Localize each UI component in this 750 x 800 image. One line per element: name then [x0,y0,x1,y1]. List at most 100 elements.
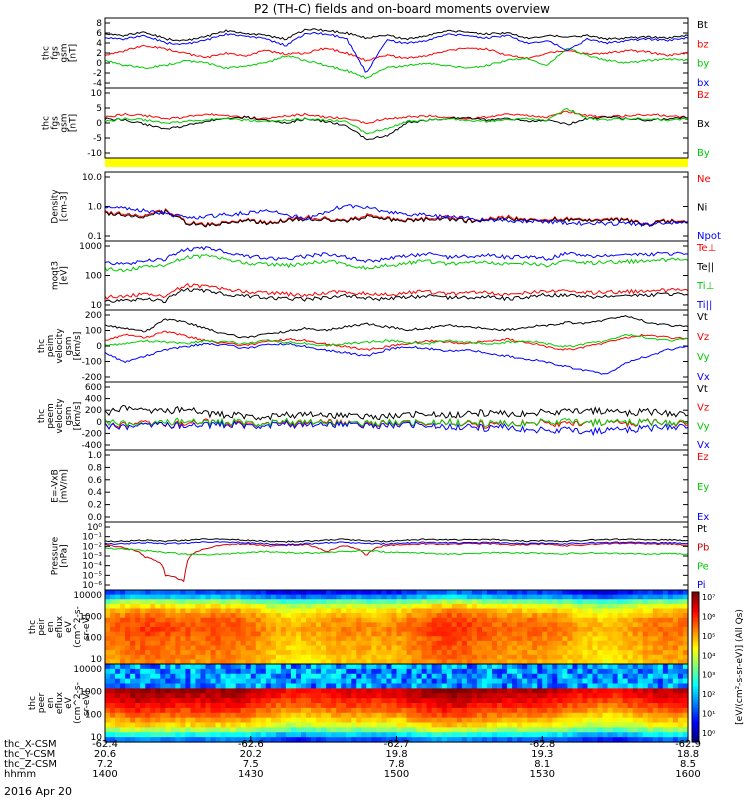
spectrogram-cell [416,683,423,689]
spectrogram-cell [336,627,342,633]
spectrogram-cell [235,631,242,637]
spectrogram-cell [411,683,418,689]
spectrogram-cell [321,712,327,719]
spectrogram-cell [285,693,292,699]
spectrogram-cell [552,650,558,656]
spectrogram-cell [406,688,413,694]
spectrogram-cell [537,722,543,728]
spectrogram-cell [652,727,659,733]
spectrogram-cell [155,732,161,738]
spectrogram-cell [481,712,488,719]
spectrogram-cell [130,640,136,647]
spectrogram-cell [140,617,146,623]
spectrogram-cell [441,712,448,719]
spectrogram-cell [622,590,629,596]
x-row-label: thc_X-CSM [4,739,57,750]
spectrogram-cell [270,631,277,637]
x-tick-value: -62.6 [238,739,264,750]
spectrogram-cell [361,613,367,619]
spectrogram-cell [165,590,171,596]
spectrogram-cell [471,636,478,642]
spectrogram-cell [637,613,644,619]
spectrogram-cell [642,645,649,651]
spectrogram-cell [225,678,232,685]
spectrogram-cell [682,594,689,600]
spectrogram-cell [396,712,403,719]
spectrogram-cell [411,732,418,738]
spectrogram-cell [140,659,146,665]
spectrogram-cell [507,712,513,719]
x-tick-value: 1530 [530,769,555,780]
spectrogram-cell [657,668,664,675]
spectrogram-cell [672,712,679,719]
spectrogram-cell [466,732,473,738]
spectrogram-cell [190,599,197,605]
spectrogram-cell [537,599,543,605]
spectrogram-cell [497,636,503,642]
spectrogram-cell [522,673,528,680]
spectrogram-cell [120,732,126,738]
spectrogram-cell [240,698,247,704]
spectrogram-cell [356,698,362,704]
spectrogram-cell [301,693,307,699]
spectrogram-cell [280,732,287,738]
spectrogram-cell [642,732,649,738]
spectrogram-cell [557,698,563,704]
spectrogram-cell [527,668,533,675]
spectrogram-cell [270,594,277,600]
spectrogram-cell [426,622,433,628]
spectrogram-cell [316,673,322,680]
spectrogram-cell [200,717,207,724]
spectrogram-cell [532,650,538,656]
spectrogram-cell [215,688,222,694]
spectrogram-cell [145,717,151,724]
spectrogram-cell [537,683,543,689]
spectrogram-cell [527,737,533,743]
spectrogram-cell [391,622,398,628]
spectrogram-cell [652,673,659,680]
spectrogram-cell [105,613,111,619]
spectrogram-cell [461,693,468,699]
spectrogram-cell [627,678,634,685]
spectrogram-cell [301,727,307,733]
spectrogram-cell [260,654,267,660]
spectrogram-cell [426,727,433,733]
spectrogram-cell [532,613,538,619]
spectrogram-cell [657,617,664,623]
spectrogram-cell [155,727,161,733]
spectrogram-cell [321,636,327,642]
spectrogram-cell [220,698,227,704]
spectrogram-cell [672,617,679,623]
spectrogram-cell [567,603,574,610]
spectrogram-cell [542,613,548,619]
spectrogram-cell [411,673,418,680]
spectrogram-cell [371,693,377,699]
spectrogram-cell [311,617,317,623]
spectrogram-cell [215,727,222,733]
spectrogram-cell [562,673,568,680]
y-axis-label: thc [42,116,52,130]
spectrogram-cell [421,613,428,619]
spectrogram-cell [260,717,267,724]
spectrogram-cell [652,640,659,647]
spectrogram-cell [270,603,277,610]
spectrogram-cell [341,613,347,619]
spectrogram-cell [185,622,192,628]
spectrogram-cell [637,650,644,656]
legend-entry-Vz: Vz [697,403,709,414]
spectrogram-cell [507,603,513,610]
spectrogram-cell [431,590,438,596]
spectrogram-cell [652,590,659,596]
spectrogram-cell [341,636,347,642]
spectrogram-cell [577,683,584,689]
spectrogram-cell [431,594,438,600]
spectrogram-cell [311,613,317,619]
spectrogram-cell [210,654,217,660]
spectrogram-cell [657,603,664,610]
spectrogram-cell [406,622,413,628]
spectrogram-cell [471,631,478,637]
spectrogram-cell [280,608,287,614]
spectrogram-cell [557,732,563,738]
